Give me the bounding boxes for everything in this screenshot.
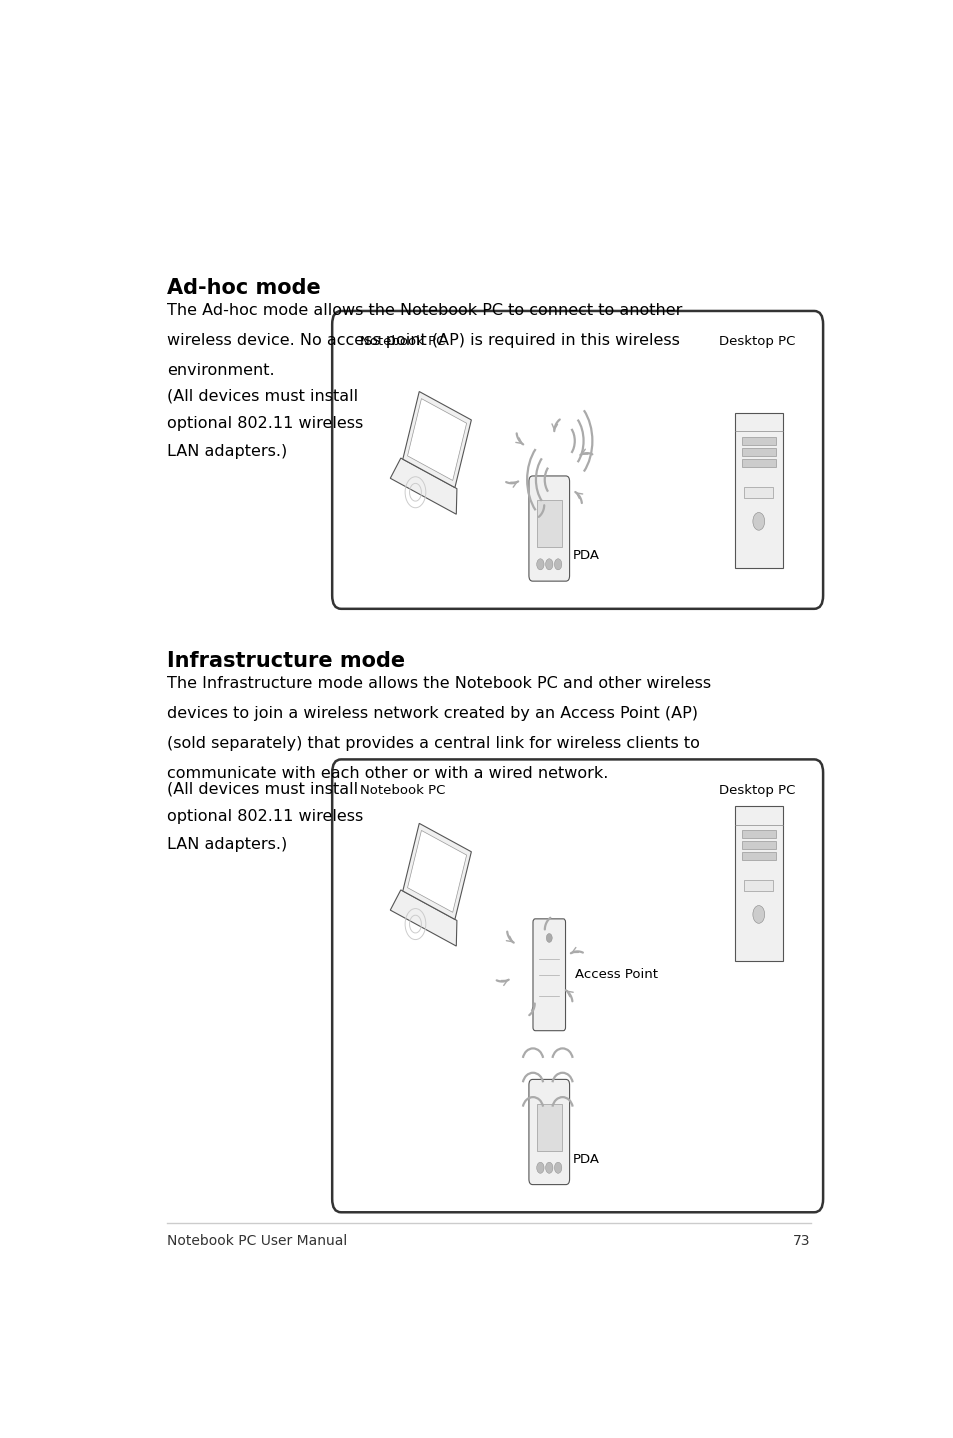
Bar <box>741 447 775 456</box>
Bar <box>741 851 775 860</box>
Text: (sold separately) that provides a central link for wireless clients to: (sold separately) that provides a centra… <box>167 736 700 751</box>
Text: (All devices must install: (All devices must install <box>167 782 358 797</box>
Text: Notebook PC User Manual: Notebook PC User Manual <box>167 1234 347 1248</box>
Bar <box>741 437 775 446</box>
Text: Ad-hoc mode: Ad-hoc mode <box>167 278 321 298</box>
Text: 73: 73 <box>792 1234 810 1248</box>
Text: Notebook PC: Notebook PC <box>359 784 444 797</box>
Text: The Ad-hoc mode allows the Notebook PC to connect to another: The Ad-hoc mode allows the Notebook PC t… <box>167 303 682 318</box>
Polygon shape <box>407 831 466 912</box>
Bar <box>537 1104 561 1150</box>
Text: wireless device. No access point (AP) is required in this wireless: wireless device. No access point (AP) is… <box>167 334 679 348</box>
Text: Access Point: Access Point <box>575 968 658 981</box>
Polygon shape <box>402 391 471 487</box>
Circle shape <box>554 1162 561 1173</box>
Bar <box>537 500 561 548</box>
FancyBboxPatch shape <box>528 476 569 581</box>
Circle shape <box>537 559 543 569</box>
Bar <box>741 841 775 850</box>
Text: communicate with each other or with a wired network.: communicate with each other or with a wi… <box>167 766 608 781</box>
Circle shape <box>752 906 764 923</box>
Bar <box>741 830 775 838</box>
Text: devices to join a wireless network created by an Access Point (AP): devices to join a wireless network creat… <box>167 706 698 722</box>
Circle shape <box>752 512 764 531</box>
Text: Desktop PC: Desktop PC <box>719 784 795 797</box>
FancyBboxPatch shape <box>528 1080 569 1185</box>
Circle shape <box>554 559 561 569</box>
Text: Desktop PC: Desktop PC <box>719 335 795 348</box>
Bar <box>734 413 782 568</box>
Text: optional 802.11 wireless: optional 802.11 wireless <box>167 810 363 824</box>
Text: LAN adapters.): LAN adapters.) <box>167 837 287 851</box>
Text: PDA: PDA <box>573 549 599 562</box>
Text: Infrastructure mode: Infrastructure mode <box>167 651 405 672</box>
Text: PDA: PDA <box>573 1153 599 1166</box>
Bar <box>743 487 772 498</box>
Polygon shape <box>402 824 471 919</box>
Text: Notebook PC: Notebook PC <box>359 335 444 348</box>
Polygon shape <box>390 890 456 946</box>
Text: LAN adapters.): LAN adapters.) <box>167 444 287 459</box>
Text: optional 802.11 wireless: optional 802.11 wireless <box>167 416 363 431</box>
Circle shape <box>545 1162 553 1173</box>
Circle shape <box>545 559 553 569</box>
Text: The Infrastructure mode allows the Notebook PC and other wireless: The Infrastructure mode allows the Noteb… <box>167 676 711 692</box>
Circle shape <box>546 933 552 942</box>
Bar <box>741 459 775 467</box>
FancyBboxPatch shape <box>332 759 822 1212</box>
Text: (All devices must install: (All devices must install <box>167 388 358 404</box>
Polygon shape <box>390 459 456 515</box>
FancyBboxPatch shape <box>332 311 822 608</box>
Bar <box>743 880 772 892</box>
Circle shape <box>537 1162 543 1173</box>
Text: environment.: environment. <box>167 362 274 378</box>
Bar <box>734 805 782 961</box>
FancyBboxPatch shape <box>533 919 565 1031</box>
Polygon shape <box>407 398 466 480</box>
